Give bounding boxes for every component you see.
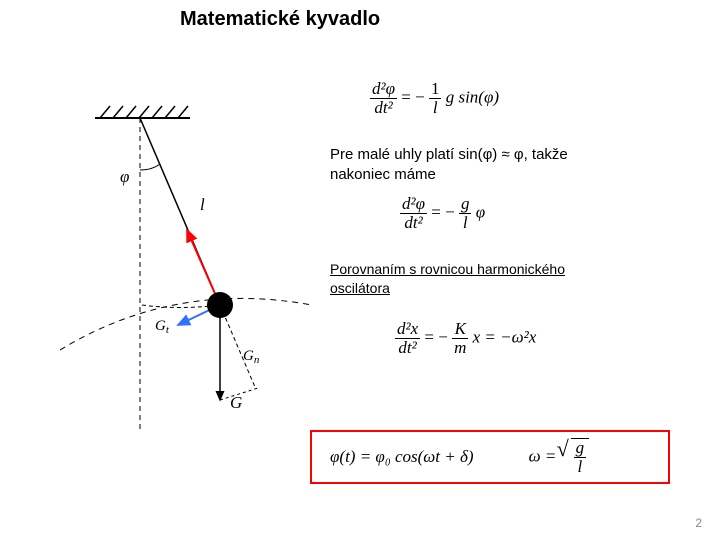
eq2-tail: φ	[476, 202, 485, 221]
pendulum-bob	[207, 292, 233, 318]
eq3-mid: = −	[424, 327, 447, 346]
eq3-frac-den: m	[454, 338, 466, 357]
compare-line1: Porovnaním s rovnicou harmonického	[330, 260, 565, 279]
eq2-lhs-num: d²φ	[402, 194, 425, 213]
eq1-rhs-post: g sin(φ)	[446, 87, 499, 106]
eq3-frac-num: K	[455, 319, 466, 338]
eq1-lhs-num: d²φ	[372, 79, 395, 98]
eq1-rhs-den: l	[433, 98, 438, 117]
label-phi: φ	[120, 167, 129, 186]
result-frac-den: l	[577, 457, 582, 476]
equation-3: d²x dt² = − K m x = −ω²x	[395, 320, 536, 357]
ceiling-hatch	[100, 106, 188, 118]
eq3-lhs-den: dt²	[398, 338, 416, 357]
result-box: φ(t) = φ₀ cos(ωt + δ) ω = g l	[310, 430, 670, 484]
compare-line2: oscilátora	[330, 279, 565, 298]
eq1-rhs-num: 1	[429, 80, 442, 99]
page-title: Matematické kyvadlo	[180, 8, 380, 31]
eq3-lhs-num: d²x	[397, 319, 418, 338]
eq2-mid: = −	[431, 202, 454, 221]
label-gt: Gt	[155, 318, 170, 336]
result-left: φ(t) = φ₀ cos(ωt + δ)	[330, 447, 474, 467]
string-extension	[220, 305, 255, 387]
label-l: l	[200, 195, 205, 214]
pendulum-svg: φ l Gt Gn G	[60, 100, 320, 440]
label-gn: Gn	[243, 348, 260, 366]
small-angle-text: Pre malé uhly platí sin(φ) ≈ φ, takže na…	[330, 145, 568, 186]
eq2-lhs-den: dt²	[404, 213, 422, 232]
eq2-frac-den: l	[463, 213, 468, 232]
swing-arc	[60, 298, 312, 350]
result-frac-num: g	[576, 438, 585, 457]
eq2-frac-num: g	[461, 194, 470, 213]
pendulum-diagram: φ l Gt Gn G	[60, 100, 320, 440]
comparison-text: Porovnaním s rovnicou harmonického oscil…	[330, 260, 565, 298]
angle-arc	[140, 164, 160, 170]
eq1-eq: = −	[401, 87, 424, 106]
equation-2: d²φ dt² = − g l φ	[400, 195, 485, 232]
small-angle-line2: nakoniec máme	[330, 165, 568, 185]
eq3-post: x = −ω²x	[473, 327, 537, 346]
label-g: G	[230, 393, 242, 412]
eq1-lhs-den: dt²	[374, 98, 392, 117]
equation-1: d²φ dt² = − 1 l g sin(φ)	[370, 80, 499, 117]
small-angle-line1: Pre malé uhly platí sin(φ) ≈ φ, takže	[330, 145, 568, 165]
page-number: 2	[695, 516, 702, 530]
